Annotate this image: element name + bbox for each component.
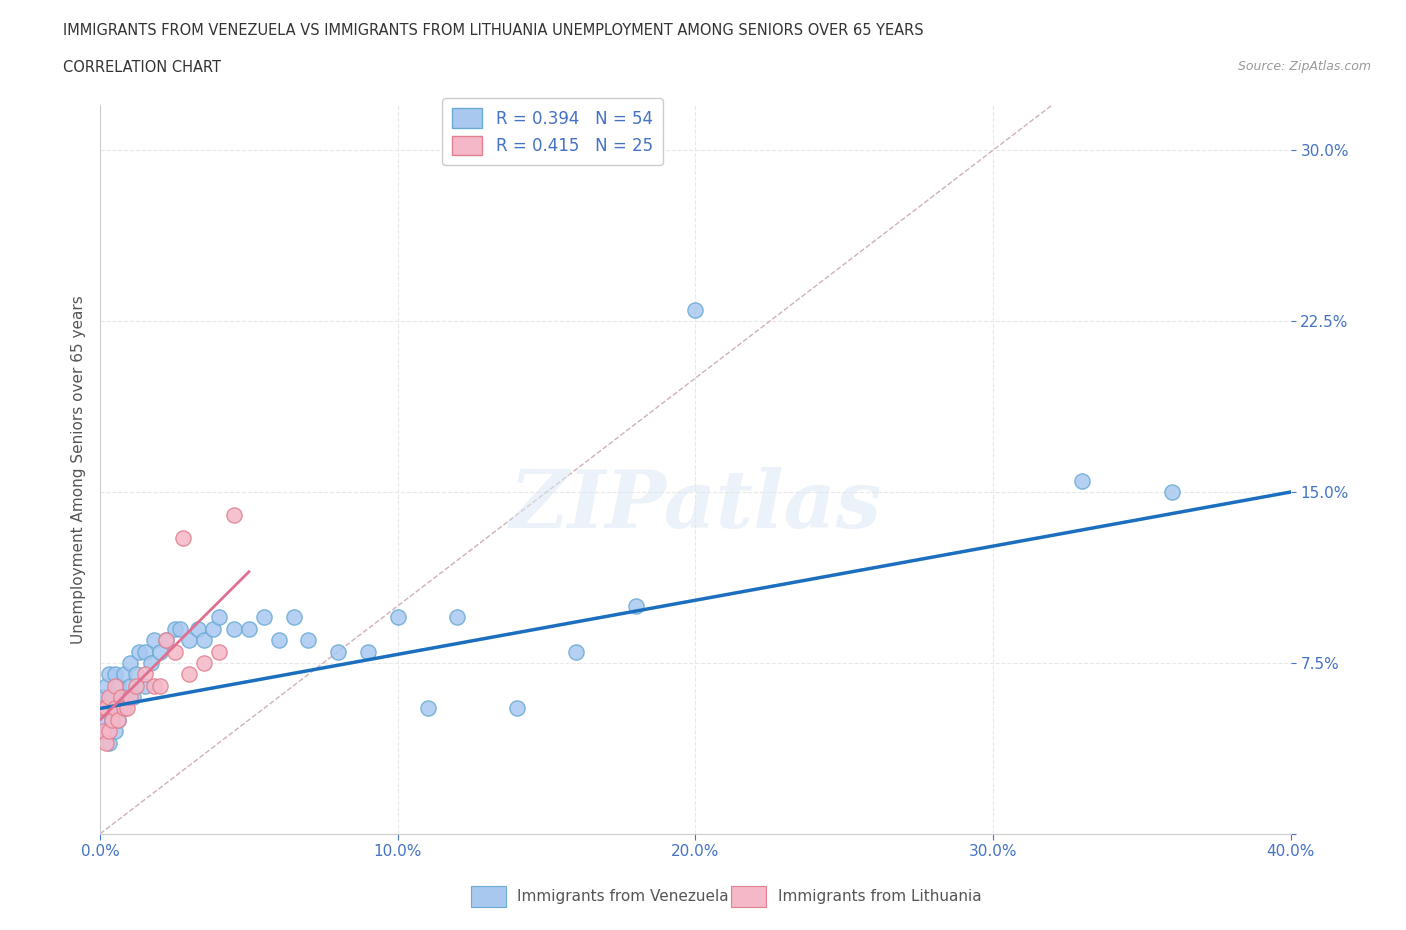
Point xyxy=(163,644,186,659)
Point xyxy=(121,690,143,705)
Point xyxy=(202,621,225,636)
Point xyxy=(685,302,707,317)
Point xyxy=(98,701,121,716)
Point xyxy=(94,678,117,693)
Point xyxy=(222,508,245,523)
Point xyxy=(238,621,260,636)
Point xyxy=(155,632,177,647)
Point xyxy=(118,656,141,671)
Point xyxy=(98,736,121,751)
Text: CORRELATION CHART: CORRELATION CHART xyxy=(63,60,221,75)
Point xyxy=(104,667,127,682)
Point xyxy=(104,701,127,716)
Point xyxy=(94,701,117,716)
Point xyxy=(267,632,290,647)
Point xyxy=(110,690,132,705)
Point xyxy=(112,701,135,716)
Text: Immigrants from Venezuela: Immigrants from Venezuela xyxy=(517,889,730,904)
Point xyxy=(101,690,124,705)
Point xyxy=(112,667,135,682)
Point xyxy=(98,724,121,738)
Point xyxy=(565,644,588,659)
Point xyxy=(222,621,245,636)
Point xyxy=(104,678,127,693)
Point xyxy=(104,724,127,738)
Text: Source: ZipAtlas.com: Source: ZipAtlas.com xyxy=(1237,60,1371,73)
Point xyxy=(101,712,124,727)
Y-axis label: Unemployment Among Seniors over 65 years: Unemployment Among Seniors over 65 years xyxy=(72,295,86,644)
Point xyxy=(134,667,156,682)
Point xyxy=(91,690,114,705)
Point xyxy=(328,644,350,659)
Text: ZIPatlas: ZIPatlas xyxy=(509,467,882,544)
Point xyxy=(94,724,117,738)
Point xyxy=(155,632,177,647)
Point xyxy=(94,701,117,716)
Point xyxy=(91,712,114,727)
Point xyxy=(125,678,148,693)
Point xyxy=(94,736,117,751)
Point xyxy=(387,610,409,625)
Point xyxy=(1071,473,1094,488)
Point xyxy=(107,712,129,727)
Point xyxy=(134,644,156,659)
Point xyxy=(193,632,215,647)
Point xyxy=(253,610,276,625)
Point xyxy=(357,644,380,659)
Point xyxy=(98,667,121,682)
Point xyxy=(193,656,215,671)
Point xyxy=(125,667,148,682)
Point xyxy=(110,690,132,705)
Point xyxy=(91,724,114,738)
Point xyxy=(283,610,305,625)
Point xyxy=(297,632,319,647)
Point xyxy=(107,712,129,727)
Point xyxy=(208,610,231,625)
Point xyxy=(149,678,172,693)
Point xyxy=(208,644,231,659)
Point xyxy=(118,678,141,693)
Point xyxy=(112,701,135,716)
Point xyxy=(446,610,468,625)
Point xyxy=(149,644,172,659)
Point xyxy=(416,701,439,716)
Point xyxy=(107,678,129,693)
Point xyxy=(187,621,209,636)
Point xyxy=(101,712,124,727)
Point xyxy=(506,701,529,716)
Point xyxy=(172,530,194,545)
Point xyxy=(91,701,114,716)
Point xyxy=(179,632,201,647)
Text: IMMIGRANTS FROM VENEZUELA VS IMMIGRANTS FROM LITHUANIA UNEMPLOYMENT AMONG SENIOR: IMMIGRANTS FROM VENEZUELA VS IMMIGRANTS … xyxy=(63,23,924,38)
Point xyxy=(169,621,191,636)
Point xyxy=(115,701,138,716)
Point xyxy=(163,621,186,636)
Legend: R = 0.394   N = 54, R = 0.415   N = 25: R = 0.394 N = 54, R = 0.415 N = 25 xyxy=(443,99,662,166)
Point xyxy=(104,701,127,716)
Point xyxy=(624,599,647,614)
Point xyxy=(98,690,121,705)
Point xyxy=(142,678,165,693)
Point xyxy=(118,690,141,705)
Text: Immigrants from Lithuania: Immigrants from Lithuania xyxy=(778,889,981,904)
Point xyxy=(142,632,165,647)
Point xyxy=(1160,485,1182,499)
Point xyxy=(179,667,201,682)
Point xyxy=(139,656,162,671)
Point xyxy=(134,678,156,693)
Point xyxy=(128,644,150,659)
Point xyxy=(115,690,138,705)
